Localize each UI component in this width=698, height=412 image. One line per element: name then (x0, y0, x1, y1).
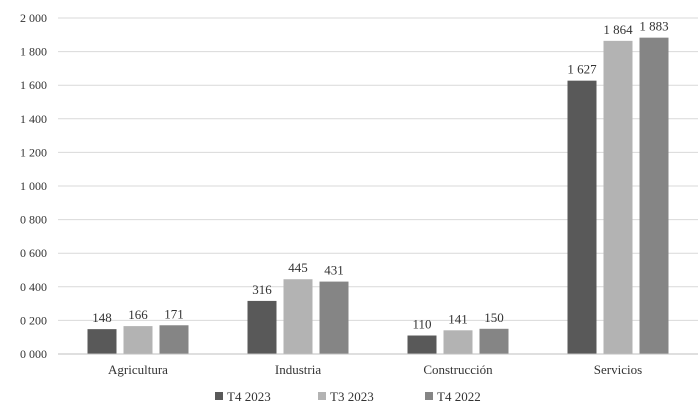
x-tick-label: Agricultura (108, 362, 168, 377)
bar (123, 326, 153, 354)
bar (639, 37, 669, 354)
data-label: 166 (128, 307, 148, 322)
y-tick-label: 2 000 (20, 11, 47, 25)
bar (443, 330, 473, 354)
x-axis: Agricultura Industria Construcción Servicio… (58, 353, 698, 377)
y-tick-label: 0 800 (20, 213, 47, 227)
bar (319, 281, 349, 354)
x-tick-label: Construcción (423, 362, 493, 377)
data-label: 431 (324, 263, 344, 278)
bar (479, 328, 509, 354)
bar (87, 329, 117, 354)
y-tick-label: 0 000 (20, 347, 47, 361)
data-labels: 148 166 171 316 445 431 110 141 150 1 627 1 864 1 8… (92, 19, 668, 332)
data-label: 1 864 (603, 22, 633, 37)
legend: T4 2023 T3 2023 T4 2022 (215, 389, 481, 404)
bar (407, 335, 437, 354)
y-tick-label: 0 200 (20, 313, 47, 327)
legend-label: T4 2023 (227, 389, 271, 404)
bar (247, 300, 277, 354)
data-label: 141 (448, 311, 468, 326)
y-tick-label: 1 400 (20, 112, 47, 126)
data-label: 316 (252, 282, 272, 297)
legend-swatch (318, 392, 326, 400)
y-tick-label: 0 600 (20, 246, 47, 260)
y-tick-label: 1 800 (20, 45, 47, 59)
x-tick-label: Servicios (594, 362, 642, 377)
y-tick-label: 1 600 (20, 78, 47, 92)
bar (159, 325, 189, 354)
data-label: 1 627 (567, 62, 597, 77)
bars (87, 37, 669, 355)
y-axis: 0 000 0 200 0 400 0 600 0 800 1 000 1 200 1 400… (20, 11, 47, 361)
y-tick-label: 1 200 (20, 145, 47, 159)
gridlines (58, 17, 698, 321)
y-tick-label: 1 000 (20, 179, 47, 193)
data-label: 445 (288, 260, 308, 275)
data-label: 150 (484, 310, 504, 325)
legend-swatch (425, 392, 433, 400)
data-label: 1 883 (639, 19, 668, 34)
x-tick-label: Industria (275, 362, 321, 377)
legend-label: T3 2023 (330, 389, 374, 404)
data-label: 148 (92, 310, 112, 325)
data-label: 171 (164, 306, 184, 321)
data-label: 110 (412, 317, 431, 332)
legend-swatch (215, 392, 223, 400)
y-tick-label: 0 400 (20, 280, 47, 294)
legend-label: T4 2022 (437, 389, 481, 404)
bar (603, 40, 633, 355)
bar (567, 80, 597, 354)
bar (283, 279, 313, 354)
